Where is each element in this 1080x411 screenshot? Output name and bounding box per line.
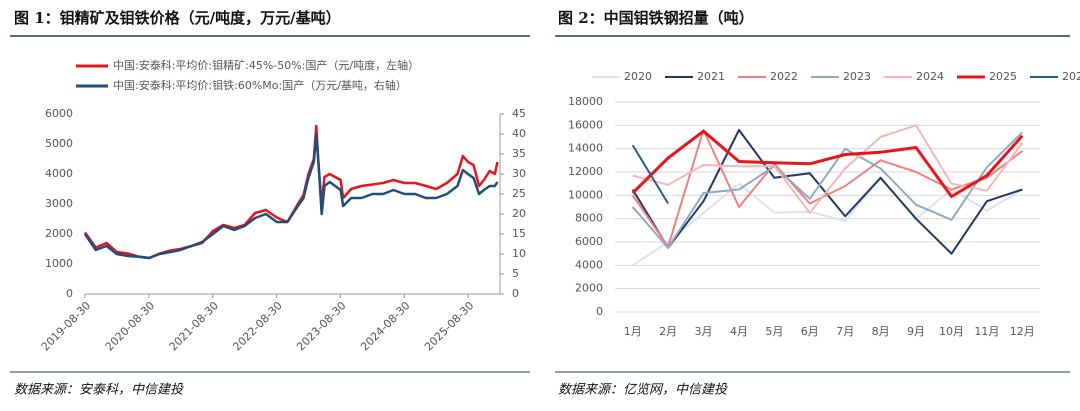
y-tick-label: 5000 <box>45 137 73 150</box>
y-tick-label: 18000 <box>568 95 603 108</box>
legend-label: 2025 <box>989 70 1017 83</box>
legend-label: 2020 <box>624 70 652 83</box>
legend-label: 2026 <box>1062 70 1080 83</box>
y2-tick-label: 25 <box>512 187 526 200</box>
x-tick-label: 2023-08-30 <box>294 299 348 353</box>
series-line <box>631 129 1024 198</box>
y-tick-label: 0 <box>66 287 73 300</box>
y2-tick-label: 0 <box>512 287 519 300</box>
y-tick-label: 2000 <box>45 227 73 240</box>
y-tick-label: 14000 <box>568 142 603 155</box>
x-tick-label: 12月 <box>1010 325 1035 338</box>
legend-label: 中国:安泰科:平均价:钼精矿:45%-50%:国产（元/吨度，左轴） <box>113 58 419 72</box>
y-tick-label: 3000 <box>45 197 73 210</box>
y2-tick-label: 30 <box>512 167 526 180</box>
x-tick-label: 1月 <box>624 325 642 338</box>
y-tick-label: 1000 <box>45 257 73 270</box>
y2-tick-label: 40 <box>512 127 526 140</box>
series-line <box>631 144 669 205</box>
x-tick-label: 2021-08-30 <box>167 299 221 353</box>
x-tick-label: 9月 <box>907 325 925 338</box>
y2-tick-label: 35 <box>512 147 526 160</box>
x-tick-label: 2024-08-30 <box>358 299 412 353</box>
y-tick-label: 16000 <box>568 118 603 131</box>
x-tick-label: 11月 <box>974 325 999 338</box>
source-note: 数据来源：亿览网，中信建投 <box>558 383 728 398</box>
x-tick-label: 4月 <box>730 325 748 338</box>
series-line <box>632 124 1024 214</box>
y2-tick-label: 10 <box>512 247 526 260</box>
x-tick-label: 2019-08-30 <box>39 299 93 353</box>
source-note: 数据来源：安泰科，中信建投 <box>14 383 184 398</box>
series-line <box>631 131 1024 249</box>
x-tick-label: 3月 <box>695 325 713 338</box>
series-line <box>83 132 499 260</box>
series-line <box>83 124 499 260</box>
x-tick-label: 2月 <box>659 325 677 338</box>
y-tick-label: 6000 <box>575 235 603 248</box>
legend-label: 2023 <box>843 70 871 83</box>
y-tick-label: 10000 <box>568 188 603 201</box>
y-tick-label: 0 <box>596 305 603 318</box>
legend-label: 2022 <box>770 70 798 83</box>
legend-label: 2024 <box>916 70 944 83</box>
y-tick-label: 2000 <box>575 282 603 295</box>
y2-tick-label: 20 <box>512 207 526 220</box>
chart-title: 图 2：中国钼铁钢招量（吨） <box>558 9 754 27</box>
x-tick-label: 10月 <box>939 325 964 338</box>
y-tick-label: 12000 <box>568 165 603 178</box>
y2-tick-label: 15 <box>512 227 526 240</box>
y-tick-label: 6000 <box>45 107 73 120</box>
chart-title: 图 1：钼精矿及钼铁价格（元/吨度，万元/基吨） <box>14 9 341 27</box>
legend-label: 中国:安泰科:平均价:钼铁:60%Mo:国产（万元/基吨，右轴） <box>113 78 407 92</box>
y2-tick-label: 5 <box>512 267 519 280</box>
x-tick-label: 6月 <box>801 325 819 338</box>
y-tick-label: 4000 <box>575 258 603 271</box>
y2-tick-label: 45 <box>512 107 526 120</box>
x-tick-label: 2022-08-30 <box>230 299 284 353</box>
x-tick-label: 7月 <box>836 325 854 338</box>
x-tick-label: 2025-08-30 <box>422 299 476 353</box>
y-tick-label: 8000 <box>575 212 603 225</box>
legend-label: 2021 <box>697 70 725 83</box>
series-line <box>631 129 1023 248</box>
y-tick-label: 4000 <box>45 167 73 180</box>
x-tick-label: 8月 <box>872 325 890 338</box>
x-tick-label: 2020-08-30 <box>103 299 157 353</box>
x-tick-label: 5月 <box>765 325 783 338</box>
